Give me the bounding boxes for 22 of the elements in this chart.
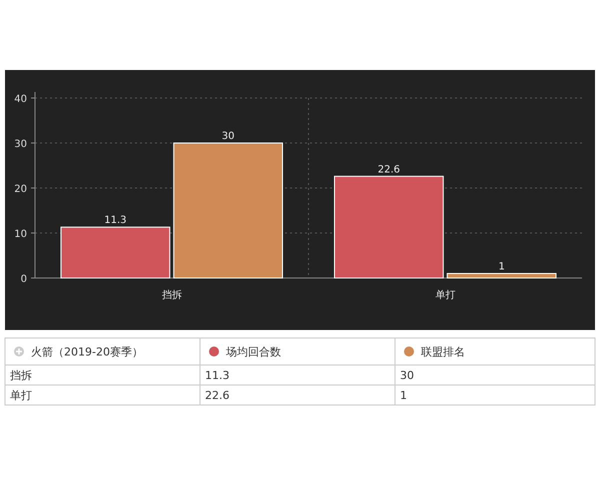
- data-label: 22.6: [378, 164, 400, 176]
- data-label: 11.3: [205, 369, 230, 382]
- data-label: 1: [498, 262, 505, 272]
- bar: [60, 226, 170, 278]
- data-label: 11.3: [104, 215, 127, 226]
- bar: [334, 176, 444, 278]
- data-label: 30: [400, 369, 414, 382]
- legend-label: 场均回合数: [225, 346, 281, 358]
- bar: [446, 273, 556, 278]
- data-label: 30: [222, 131, 234, 142]
- y-tick-label: 40: [14, 94, 27, 105]
- y-tick-label: 10: [14, 229, 27, 240]
- y-tick-label: 0: [20, 274, 27, 285]
- data-label: 22.6: [205, 389, 230, 402]
- data-label: 1: [400, 389, 407, 402]
- bar: [173, 142, 283, 278]
- category-label: 单打: [10, 389, 32, 402]
- y-tick-label: 30: [14, 139, 27, 150]
- legend-label: 联盟排名: [421, 346, 465, 358]
- legend-title: 火箭（2019-20赛季）: [31, 346, 143, 358]
- category-label: 挡拆: [10, 369, 32, 382]
- y-tick-label: 20: [14, 184, 27, 195]
